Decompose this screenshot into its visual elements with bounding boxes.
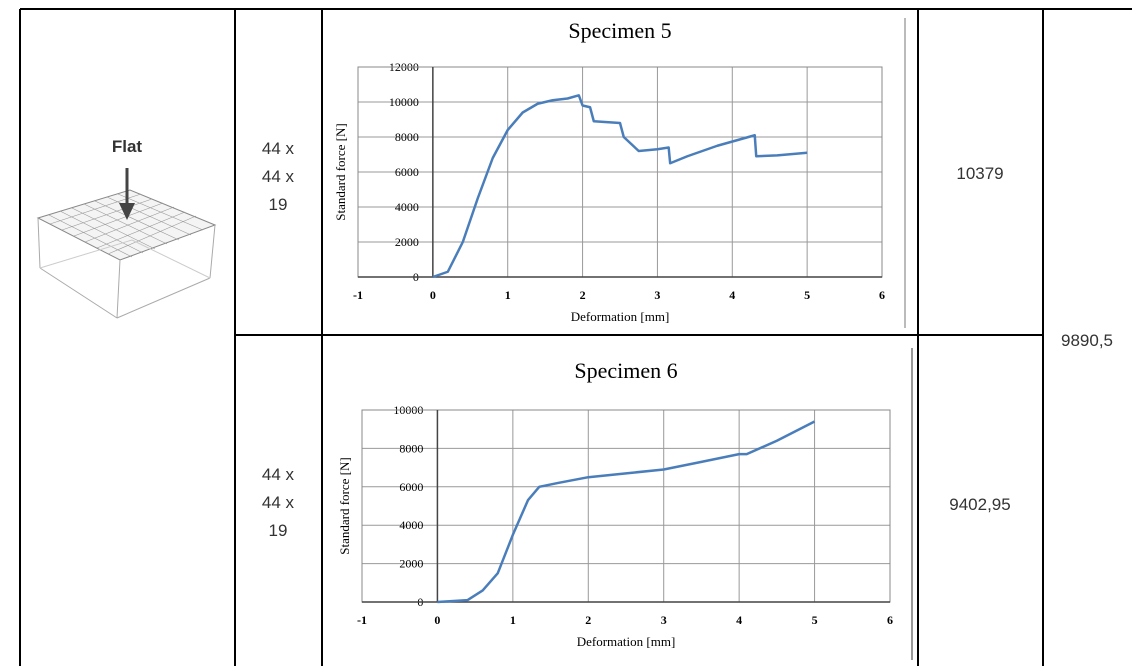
- x-tick-label: 0: [434, 613, 440, 627]
- x-tick-label: 2: [585, 613, 591, 627]
- dimension: 19: [269, 521, 288, 540]
- y-tick-label: 2000: [395, 235, 419, 249]
- average-force: 9890,5: [1061, 331, 1113, 350]
- table-borders: [19, 8, 1132, 666]
- y-axis-label: Standard force [N]: [337, 457, 352, 554]
- y-tick-label: 10000: [389, 95, 419, 109]
- y-tick-label: 6000: [395, 165, 419, 179]
- y-tick-label: 8000: [399, 441, 423, 455]
- x-tick-label: 0: [430, 288, 436, 302]
- plot-border: [361, 409, 891, 603]
- y-tick-label: 8000: [395, 130, 419, 144]
- x-axis-label: Deformation [mm]: [577, 634, 676, 649]
- dimension: 44 x: [262, 167, 295, 186]
- x-tick-label: 6: [887, 613, 893, 627]
- x-tick-label: 1: [505, 288, 511, 302]
- x-tick-label: 4: [729, 288, 735, 302]
- data-line: [437, 420, 816, 604]
- dimension: 44 x: [262, 139, 295, 158]
- data-line: [432, 94, 808, 279]
- dimension: 44 x: [262, 493, 295, 512]
- dimension: 19: [269, 195, 288, 214]
- y-tick-label: 4000: [395, 200, 419, 214]
- chart-title: Specimen 6: [574, 358, 677, 383]
- max-force: 10379: [956, 164, 1003, 183]
- x-tick-label: 1: [510, 613, 516, 627]
- chart-title: Specimen 5: [568, 18, 671, 43]
- y-tick-label: 2000: [399, 557, 423, 571]
- y-axis-label: Standard force [N]: [333, 123, 348, 220]
- sample-label: Flat: [112, 137, 143, 156]
- dimension: 44 x: [262, 465, 295, 484]
- y-tick-label: 4000: [399, 518, 423, 532]
- x-tick-label: -1: [357, 613, 367, 627]
- x-tick-label: 5: [804, 288, 810, 302]
- max-force: 9402,95: [949, 495, 1010, 514]
- y-tick-label: 6000: [399, 480, 423, 494]
- load-arrow-head: [119, 203, 135, 220]
- x-tick-label: 6: [879, 288, 885, 302]
- x-tick-label: 2: [580, 288, 586, 302]
- x-tick-label: 3: [661, 613, 667, 627]
- sample-icon: [36, 189, 217, 319]
- x-tick-label: -1: [353, 288, 363, 302]
- x-tick-label: 5: [812, 613, 818, 627]
- x-tick-label: 4: [736, 613, 742, 627]
- x-axis-label: Deformation [mm]: [571, 309, 670, 324]
- x-tick-label: 3: [654, 288, 660, 302]
